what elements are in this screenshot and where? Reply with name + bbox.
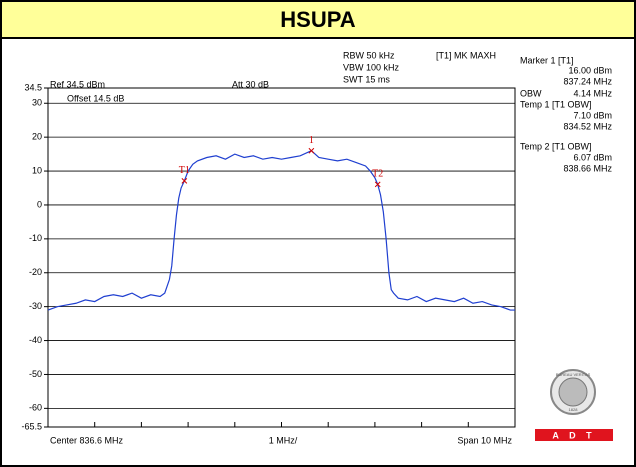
rbw: RBW 50 kHz bbox=[343, 50, 395, 60]
temp1-title: Temp 1 [T1 OBW] bbox=[520, 99, 592, 109]
y-tick-label: -20 bbox=[29, 267, 42, 277]
span: Span 10 MHz bbox=[457, 435, 512, 445]
marker-label: T1 bbox=[179, 165, 190, 176]
temp2-level: 6.07 dBm bbox=[573, 152, 612, 162]
offset: Offset 14.5 dB bbox=[67, 93, 124, 103]
y-tick-label: 34.5 bbox=[24, 82, 42, 92]
title-bar bbox=[2, 2, 634, 38]
marker: 1 bbox=[308, 135, 315, 154]
obw-value: 4.14 MHz bbox=[573, 88, 612, 98]
temp1-freq: 834.52 MHz bbox=[563, 121, 612, 131]
logo-text: BUREAU VERITAS bbox=[556, 372, 591, 377]
center-freq: Center 836.6 MHz bbox=[50, 435, 124, 445]
attenuation: Att 30 dB bbox=[232, 79, 269, 89]
y-tick-label: -10 bbox=[29, 233, 42, 243]
logo-bar-text: A D T bbox=[552, 430, 595, 440]
marker-freq: 837.24 MHz bbox=[563, 76, 612, 86]
logo-year: 1828 bbox=[569, 407, 579, 412]
marker-label: 1 bbox=[309, 135, 314, 146]
y-tick-label: 30 bbox=[32, 98, 42, 108]
temp1-level: 7.10 dBm bbox=[573, 110, 612, 120]
logo-core bbox=[558, 377, 588, 407]
y-tick-label: 0 bbox=[37, 199, 42, 209]
trace-mode: [T1] MK MAXH bbox=[436, 50, 496, 60]
trace bbox=[47, 150, 515, 311]
freq-div: 1 MHz/ bbox=[269, 435, 298, 445]
y-tick-label: 20 bbox=[32, 132, 42, 142]
y-tick-label: -30 bbox=[29, 301, 42, 311]
marker-point bbox=[374, 181, 381, 188]
y-tick-label: -40 bbox=[29, 335, 42, 345]
marker: T1 bbox=[179, 165, 190, 184]
chart-title: HSUPA bbox=[280, 7, 355, 32]
marker-point bbox=[308, 147, 315, 154]
marker: T2 bbox=[372, 169, 383, 188]
ref-level: Ref 34.5 dBm bbox=[50, 79, 105, 89]
marker-point bbox=[181, 178, 188, 184]
logo: BUREAU VERITAS 1828 A D T bbox=[535, 369, 613, 441]
y-tick-label: -60 bbox=[29, 403, 42, 413]
y-tick-label: -65.5 bbox=[21, 421, 42, 431]
marker-level: 16.00 dBm bbox=[568, 65, 612, 75]
y-tick-label: -50 bbox=[29, 369, 42, 379]
marker-title: Marker 1 [T1] bbox=[520, 55, 574, 65]
vbw: VBW 100 kHz bbox=[343, 62, 400, 72]
marker-label: T2 bbox=[372, 169, 383, 180]
y-tick-label: 10 bbox=[32, 165, 42, 175]
obw-label: OBW bbox=[520, 88, 542, 98]
swt: SWT 15 ms bbox=[343, 74, 390, 84]
temp2-title: Temp 2 [T1 OBW] bbox=[520, 141, 592, 151]
logo-bar bbox=[535, 429, 613, 441]
temp2-freq: 838.66 MHz bbox=[563, 163, 612, 173]
